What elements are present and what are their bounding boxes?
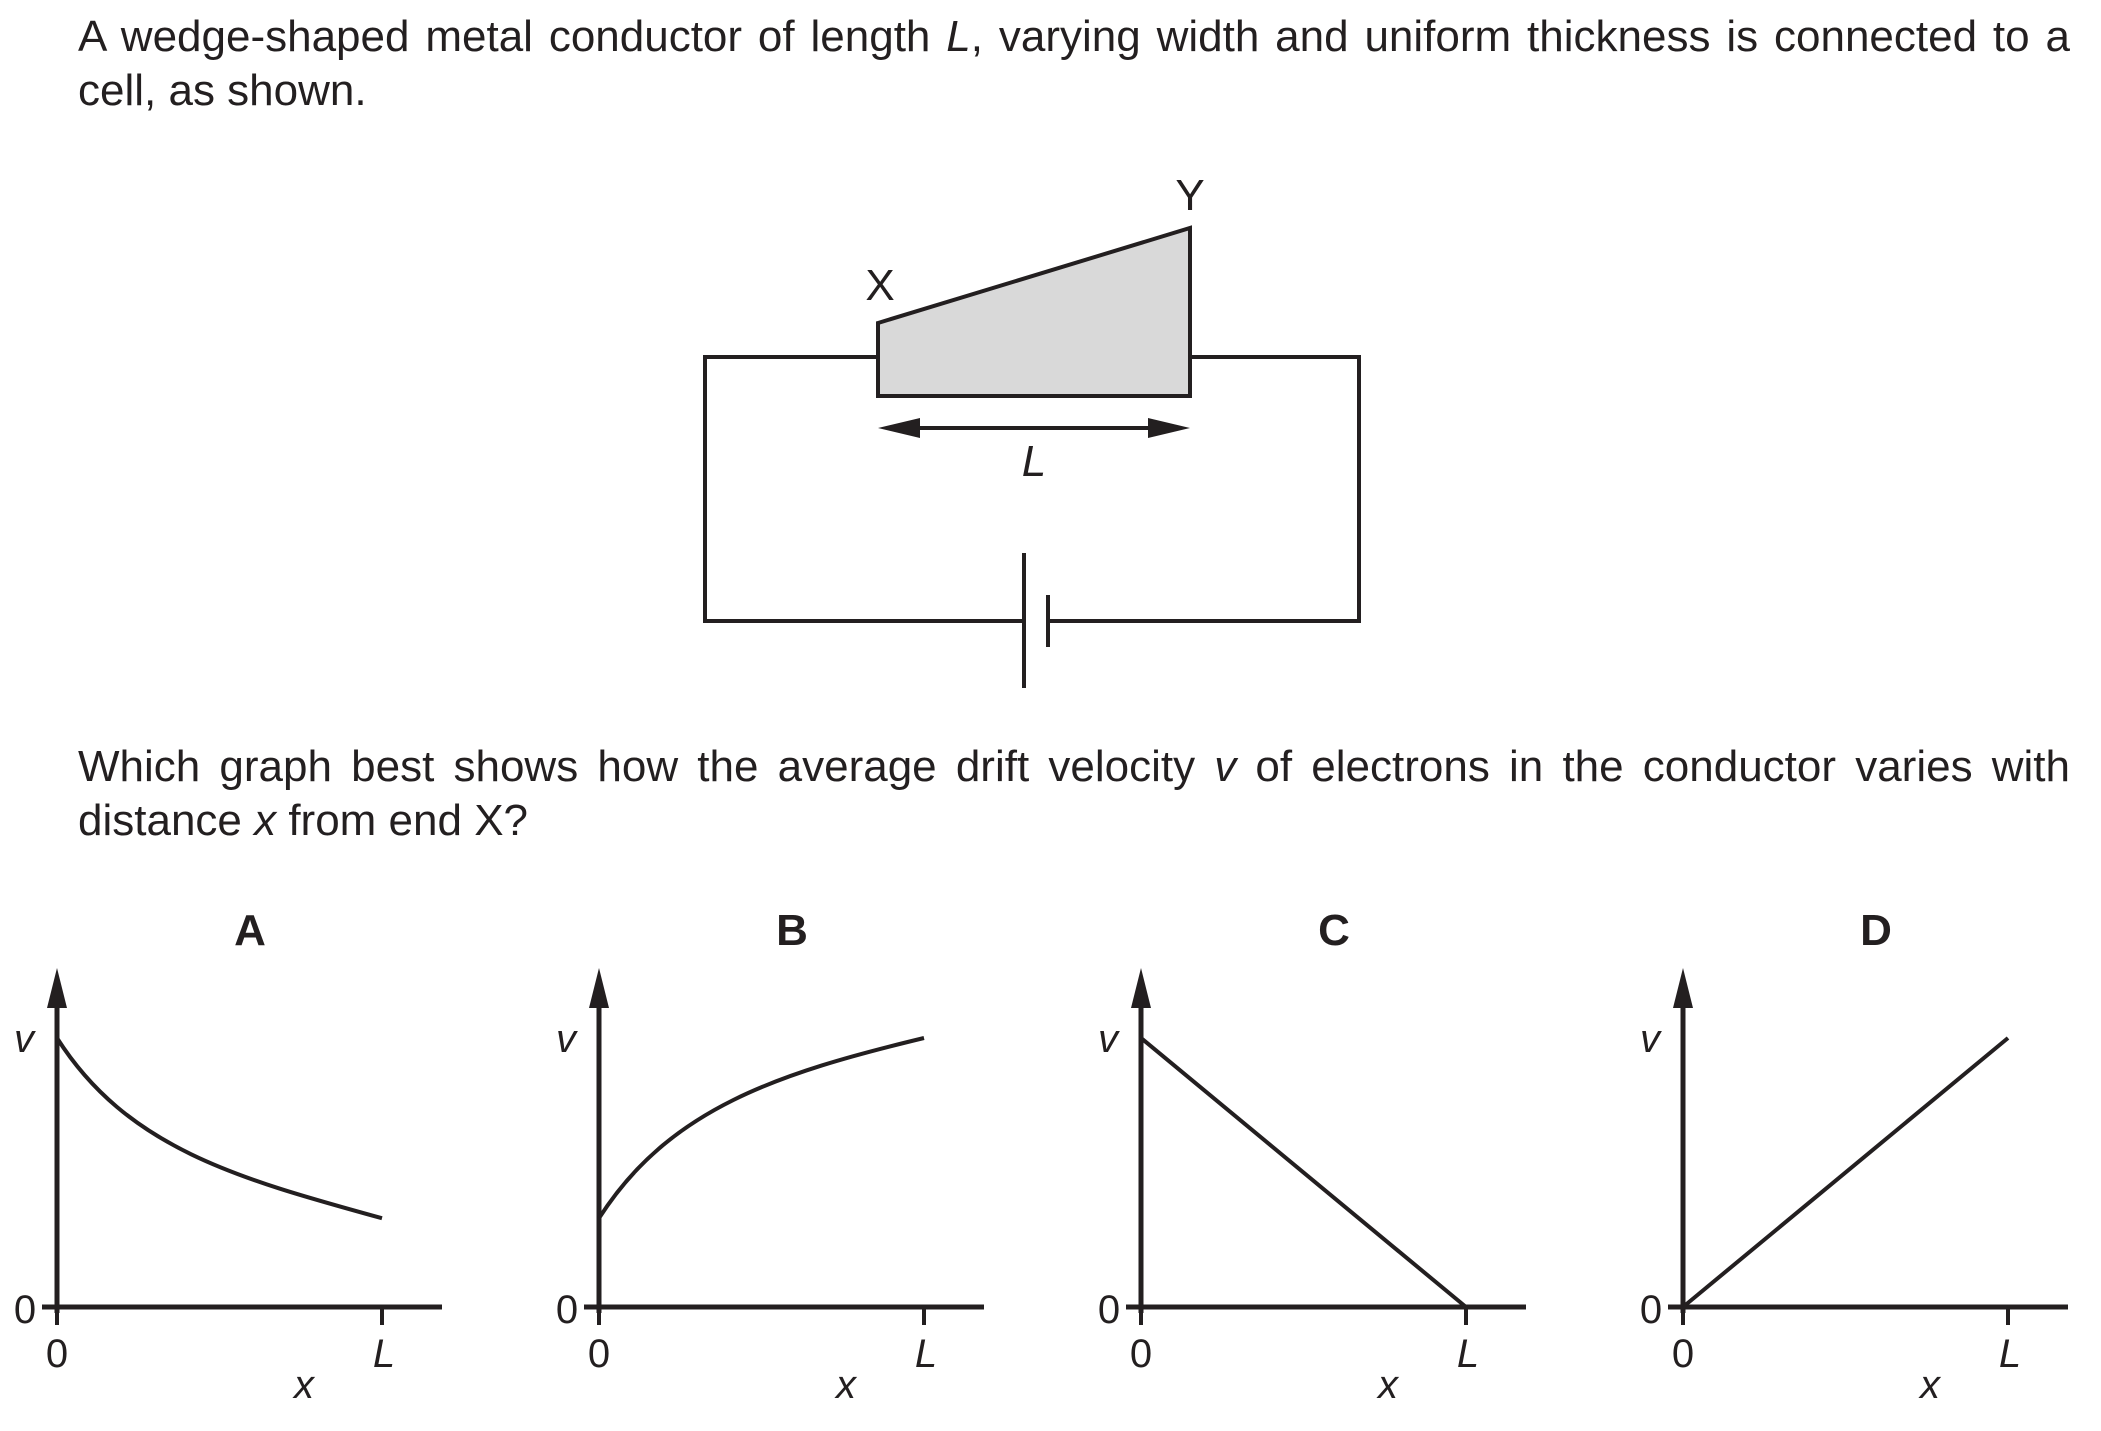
velocity-curve — [1681, 1036, 2010, 1309]
origin-x-label: 0 — [1130, 1332, 1152, 1376]
origin-y-label: 0 — [1640, 1288, 1662, 1332]
x-end-label: L — [1999, 1332, 2021, 1376]
graph-option-label: D — [1860, 906, 1892, 955]
end-x-label: X — [865, 261, 894, 310]
origin-x-label: 0 — [1672, 1332, 1694, 1376]
y-axis-label: v — [556, 1017, 578, 1061]
x-axis-label: x — [292, 1363, 316, 1407]
graph-option-label: C — [1318, 906, 1350, 955]
circuit-wire — [703, 355, 1361, 623]
x-end-label: L — [373, 1332, 395, 1376]
end-y-label: Y — [1175, 171, 1204, 220]
x-axis-label: x — [1918, 1363, 1942, 1407]
y-axis-arrowhead — [47, 968, 67, 1008]
wedge-conductor — [876, 225, 1192, 398]
x-axis-label: x — [834, 1363, 858, 1407]
intro-part-1: A wedge-shaped metal conductor of length — [78, 12, 947, 61]
y-axis-label: v — [1640, 1017, 1662, 1061]
x-end-label: L — [1457, 1332, 1479, 1376]
prompt-part-2: of electrons in the conductor varies wit… — [78, 742, 2071, 845]
intro-part-2: , varying width and uniform thickness is… — [78, 12, 2070, 115]
velocity-curve — [597, 1036, 925, 1220]
x-end-label: L — [915, 1332, 937, 1376]
origin-y-label: 0 — [556, 1288, 578, 1332]
origin-x-label: 0 — [46, 1332, 68, 1376]
question-intro: A wedge-shaped metal conductor of length… — [78, 10, 2070, 118]
prompt-velocity-symbol: v — [1214, 742, 1237, 791]
y-axis-arrowhead — [1131, 968, 1151, 1008]
velocity-curve — [55, 1036, 383, 1221]
prompt-part-3: from end X? — [276, 796, 529, 845]
velocity-curve — [1139, 1036, 1468, 1309]
prompt-part-1: Which graph best shows how the average d… — [78, 742, 1215, 791]
y-axis-label: v — [1098, 1017, 1120, 1061]
graph-d: Dv 00 Lx — [1640, 906, 2068, 1407]
x-axis-label: x — [1376, 1363, 1400, 1407]
y-axis-arrowhead — [1673, 968, 1693, 1008]
origin-y-label: 0 — [1098, 1288, 1120, 1332]
graph-b: Bv 00 Lx — [556, 906, 984, 1407]
graph-c: Cv 00 Lx — [1098, 906, 1526, 1407]
circuit-diagram — [703, 225, 1361, 688]
intro-length-symbol: L — [946, 12, 971, 61]
graph-a: Av 00 Lx — [14, 906, 442, 1407]
y-axis-label: v — [14, 1017, 36, 1061]
origin-x-label: 0 — [588, 1332, 610, 1376]
question-prompt: Which graph best shows how the average d… — [78, 740, 2070, 848]
prompt-distance-symbol: x — [254, 796, 277, 845]
length-arrow-right-head — [1148, 418, 1190, 438]
y-axis-arrowhead — [589, 968, 609, 1008]
graph-option-label: B — [776, 906, 808, 955]
length-label: L — [1022, 437, 1046, 486]
graph-option-label: A — [234, 906, 266, 955]
origin-y-label: 0 — [14, 1288, 36, 1332]
length-arrow-left-head — [878, 418, 920, 438]
